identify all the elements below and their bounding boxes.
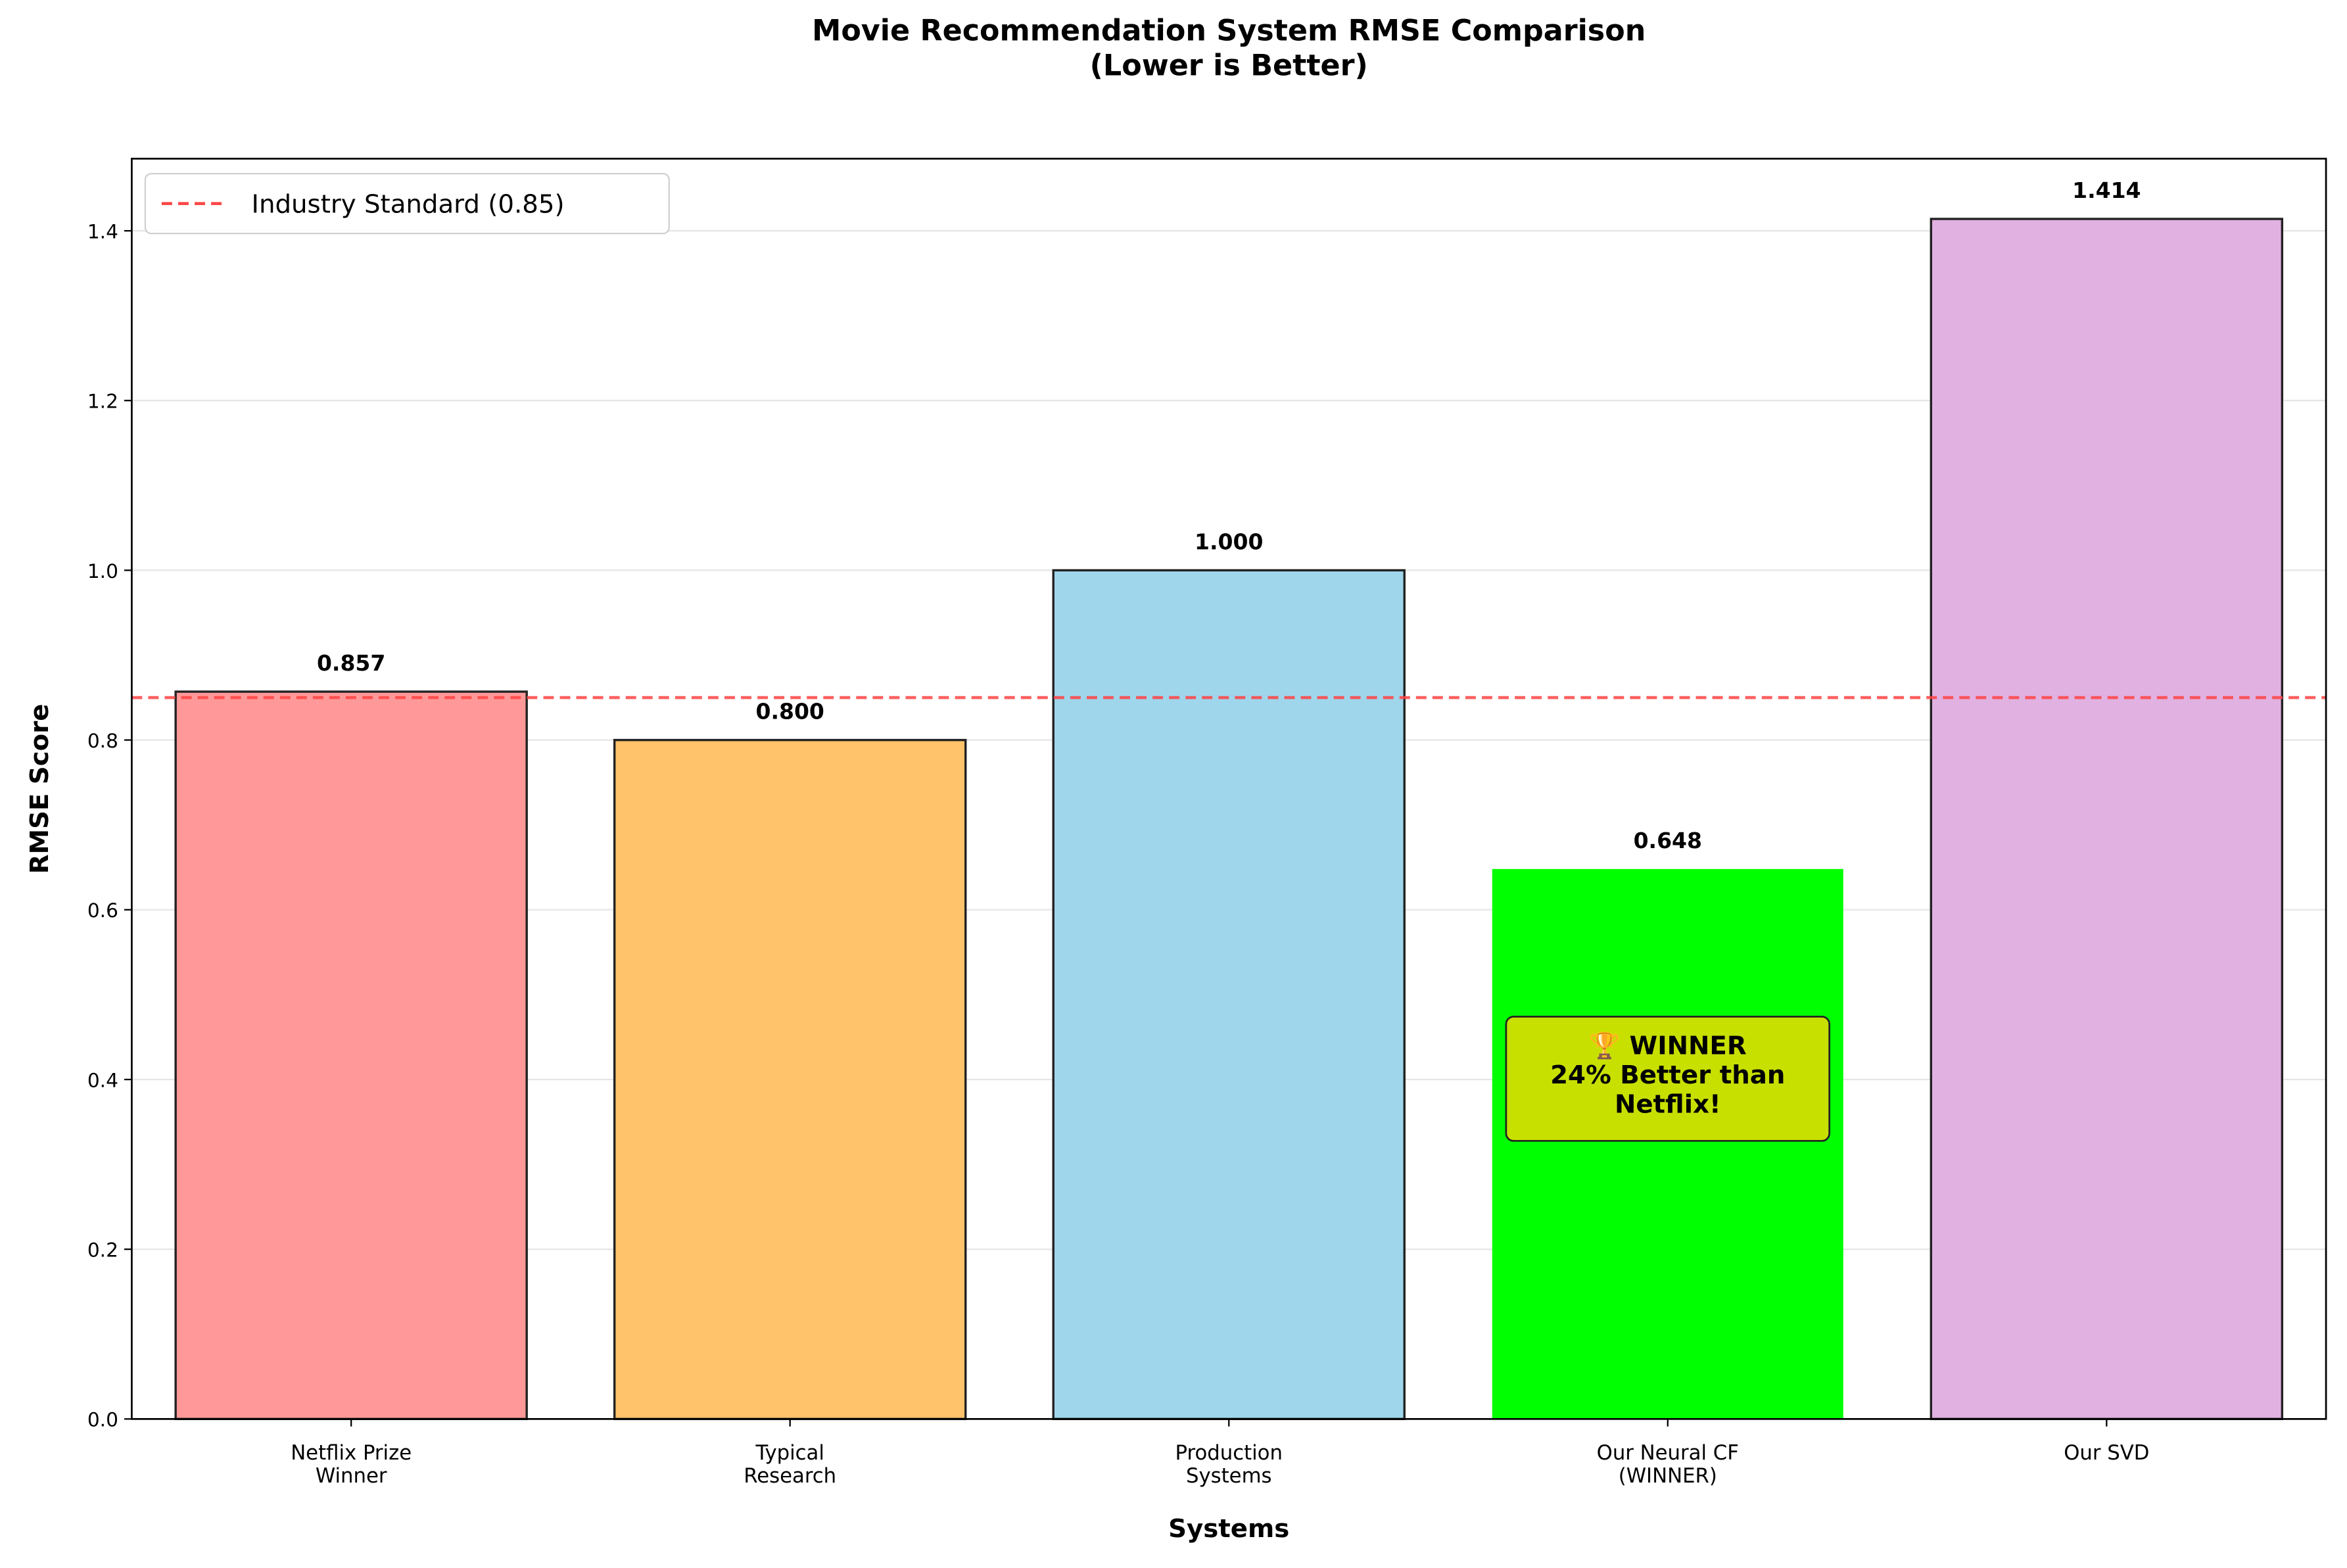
y-tick-label: 1.2 (87, 391, 118, 413)
legend-label: Industry Standard (0.85) (252, 189, 565, 219)
y-tick-label: 0.0 (87, 1409, 118, 1431)
y-tick-label: 1.4 (87, 220, 118, 243)
annotation-box (1505, 1015, 1831, 1142)
chart-title: Movie Recommendation System RMSE Compari… (812, 14, 1646, 82)
value-label: 0.857 (317, 650, 385, 676)
y-tick-label: 0.6 (87, 899, 118, 922)
y-axis-label: RMSE Score (25, 703, 55, 874)
value-label: 1.000 (1195, 529, 1263, 555)
value-label: 0.800 (756, 699, 824, 725)
bar (174, 690, 528, 1421)
y-tick-label: 0.4 (87, 1069, 118, 1091)
x-tick-label: Typical Research (744, 1441, 836, 1488)
bar (613, 738, 967, 1421)
bar (1052, 569, 1406, 1421)
y-tick-label: 0.2 (87, 1239, 118, 1262)
x-tick-label: Our SVD (2064, 1441, 2149, 1465)
x-tick-label: Netflix Prize Winner (291, 1441, 412, 1488)
bar (1492, 868, 1843, 1419)
annotation-text: 🏆 WINNER 24% Better than Netflix! (1550, 1030, 1785, 1119)
x-axis-label: Systems (1168, 1514, 1289, 1544)
value-label: 1.414 (2072, 178, 2141, 203)
value-label: 0.648 (1634, 828, 1702, 853)
x-tick-label: Our Neural CF (WINNER) (1597, 1441, 1739, 1488)
bar (1930, 218, 2284, 1421)
plot-frame (131, 157, 2327, 1420)
y-tick-label: 1.0 (87, 560, 118, 582)
x-tick-label: Production Systems (1175, 1441, 1283, 1488)
y-tick-label: 0.8 (87, 730, 118, 752)
legend-box (144, 172, 670, 235)
